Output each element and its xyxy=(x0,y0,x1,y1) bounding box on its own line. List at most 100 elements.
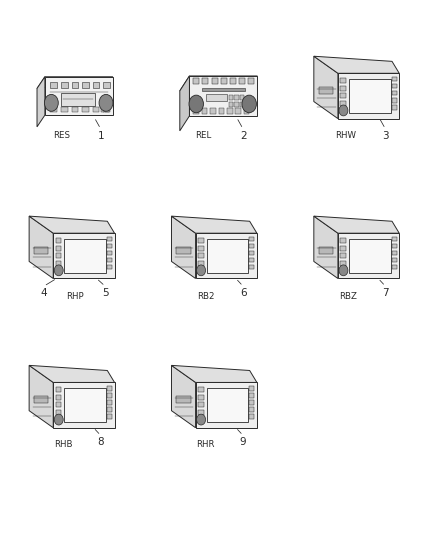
Bar xyxy=(201,108,207,114)
Bar xyxy=(340,238,346,243)
Bar xyxy=(50,82,57,88)
Bar xyxy=(103,82,110,88)
Bar xyxy=(105,107,109,112)
Bar xyxy=(61,107,68,112)
Bar xyxy=(236,108,241,114)
Bar xyxy=(107,258,112,262)
Bar xyxy=(198,410,204,415)
Polygon shape xyxy=(37,77,45,127)
Bar xyxy=(349,79,391,113)
Bar xyxy=(198,402,204,407)
Bar xyxy=(249,265,254,270)
Bar xyxy=(392,84,397,88)
Polygon shape xyxy=(172,366,195,427)
Bar xyxy=(53,233,115,278)
Text: RB2: RB2 xyxy=(197,292,215,301)
Text: 7: 7 xyxy=(382,288,389,298)
Bar xyxy=(338,74,399,119)
Polygon shape xyxy=(314,56,338,119)
Bar xyxy=(71,82,78,88)
Bar xyxy=(249,251,254,255)
Circle shape xyxy=(339,265,348,276)
Bar xyxy=(198,253,204,258)
Bar xyxy=(103,107,110,112)
Bar xyxy=(340,101,346,106)
Bar xyxy=(82,107,89,112)
Bar xyxy=(107,251,112,255)
Text: 8: 8 xyxy=(97,437,104,447)
Text: 3: 3 xyxy=(382,131,389,141)
Bar xyxy=(349,239,391,273)
Bar xyxy=(93,82,99,88)
Text: RHR: RHR xyxy=(197,440,215,449)
Bar xyxy=(207,239,248,273)
Bar xyxy=(249,386,254,391)
Text: 6: 6 xyxy=(240,288,247,298)
Bar xyxy=(107,414,112,419)
Bar xyxy=(318,87,333,94)
Bar xyxy=(198,395,204,400)
Text: 9: 9 xyxy=(240,437,247,447)
Bar xyxy=(249,393,254,398)
Bar xyxy=(244,108,250,114)
Bar xyxy=(392,91,397,95)
Bar xyxy=(340,78,346,83)
Polygon shape xyxy=(29,216,53,278)
Circle shape xyxy=(242,95,256,113)
Bar xyxy=(212,78,218,84)
Bar xyxy=(176,396,191,403)
Bar xyxy=(101,107,104,112)
Circle shape xyxy=(99,94,113,111)
Polygon shape xyxy=(172,366,257,383)
Polygon shape xyxy=(37,77,113,88)
Bar xyxy=(34,247,48,254)
Bar xyxy=(195,383,257,427)
Text: RHP: RHP xyxy=(66,292,83,301)
Bar xyxy=(56,246,61,251)
Bar xyxy=(56,387,61,392)
Bar xyxy=(340,246,346,251)
Bar xyxy=(82,82,89,88)
Bar xyxy=(93,107,99,112)
Bar xyxy=(107,400,112,405)
Bar xyxy=(56,261,61,265)
Bar xyxy=(227,108,233,114)
Bar xyxy=(392,265,397,270)
Bar xyxy=(107,386,112,391)
Bar xyxy=(56,238,61,243)
Circle shape xyxy=(44,94,58,111)
Bar xyxy=(107,244,112,248)
Polygon shape xyxy=(314,216,338,278)
Polygon shape xyxy=(29,366,115,383)
Bar xyxy=(240,102,244,107)
Bar xyxy=(45,77,113,115)
Polygon shape xyxy=(172,216,257,233)
Bar xyxy=(249,407,254,411)
Bar xyxy=(176,247,191,254)
Polygon shape xyxy=(314,56,399,74)
Circle shape xyxy=(339,105,348,116)
Bar xyxy=(56,410,61,415)
Text: RHB: RHB xyxy=(54,440,73,449)
Bar xyxy=(198,246,204,251)
Circle shape xyxy=(54,265,63,276)
Polygon shape xyxy=(172,216,195,278)
Bar xyxy=(195,233,257,278)
Text: REL: REL xyxy=(195,131,212,140)
Bar xyxy=(107,265,112,270)
Bar xyxy=(234,95,239,100)
Bar xyxy=(198,387,204,392)
Bar xyxy=(56,402,61,407)
Bar xyxy=(229,95,233,100)
Bar xyxy=(193,108,199,114)
Bar xyxy=(189,76,258,116)
Bar xyxy=(53,383,115,427)
Bar xyxy=(392,258,397,262)
Bar xyxy=(34,396,48,403)
Bar xyxy=(201,87,245,91)
Bar xyxy=(229,102,233,107)
Polygon shape xyxy=(314,216,399,233)
Bar xyxy=(392,98,397,102)
Bar xyxy=(56,395,61,400)
Text: 4: 4 xyxy=(40,288,47,298)
